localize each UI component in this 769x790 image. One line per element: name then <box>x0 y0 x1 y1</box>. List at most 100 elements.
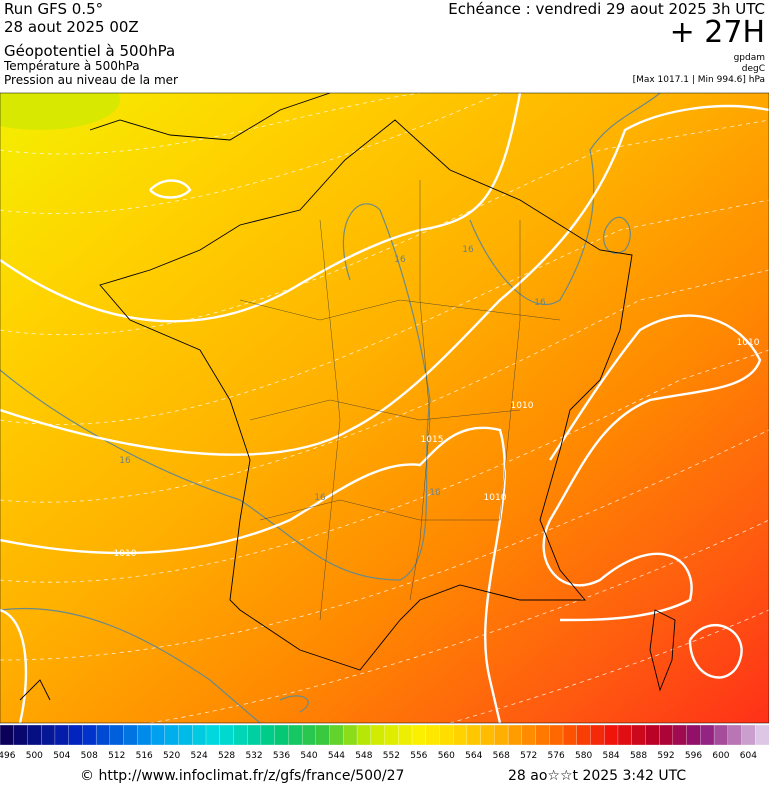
scale-label: 548 <box>355 751 372 761</box>
color-cell <box>727 724 742 746</box>
scale-label: 508 <box>81 751 98 761</box>
color-cell <box>741 724 756 746</box>
color-cell <box>425 724 440 746</box>
run: Run GFS 0.5° <box>4 0 103 18</box>
color-cell <box>617 724 633 746</box>
color-cell <box>288 724 303 746</box>
generated-time: 28 ao☆☆t 2025 3:42 UTC <box>508 768 686 784</box>
coastlines <box>19 93 676 701</box>
color-cell <box>686 724 701 746</box>
color-cell <box>398 724 413 746</box>
isotherms <box>0 93 769 723</box>
color-cell <box>700 724 715 746</box>
color-scale: 496 500 504 508 512 516 520 524 528 532 536 540 544 5… <box>0 724 769 761</box>
scale-label: 556 <box>410 751 427 761</box>
color-cell <box>123 724 138 746</box>
color-cell <box>260 724 276 746</box>
pressure-range: [Max 1017.1 | Min 994.6] hPa <box>633 75 765 85</box>
header: Run GFS 0.5° 28 aout 2025 00Z Géopotenti… <box>3 0 765 87</box>
color-cell <box>604 724 619 746</box>
color-cell <box>549 724 564 746</box>
color-cell <box>205 724 221 746</box>
color-cell <box>494 724 509 746</box>
color-cell <box>233 724 248 746</box>
color-cell <box>150 724 166 746</box>
color-cell <box>713 724 729 746</box>
color-cell <box>192 724 207 746</box>
color-cell <box>164 724 179 746</box>
color-cell <box>301 724 317 746</box>
color-cell <box>439 724 454 746</box>
color-cell <box>384 724 399 746</box>
temperature-contours <box>0 93 661 723</box>
color-cell <box>95 724 111 746</box>
color-cell <box>0 724 15 746</box>
contour-label: 16 <box>119 456 131 466</box>
contour-labels: 16 16 16 16 16 16 1010 1010 1010 1010 1015 <box>114 245 760 559</box>
color-cell <box>521 724 537 746</box>
scale-label: 504 <box>53 751 70 761</box>
source: © http://www.infoclimat.fr/z/gfs/france/… <box>80 768 404 784</box>
unit: gpdam <box>734 53 765 63</box>
color-cell <box>453 724 468 746</box>
scale-label: 560 <box>438 751 455 761</box>
color-cell <box>178 724 193 746</box>
field: Température à 500hPa <box>3 59 140 73</box>
scale-label: 500 <box>26 751 43 761</box>
scale-label: 584 <box>602 751 619 761</box>
color-cell <box>535 724 550 746</box>
field: Pression au niveau de la mer <box>4 73 178 87</box>
color-cell <box>343 724 358 746</box>
color-cell <box>27 724 42 746</box>
scale-label: 580 <box>575 751 592 761</box>
contour-label: 1015 <box>421 435 444 445</box>
color-cell <box>356 724 372 746</box>
contour-label: 16 <box>429 488 441 498</box>
scale-label: 528 <box>218 751 235 761</box>
shading-patch <box>0 93 120 130</box>
map-frame <box>0 92 769 724</box>
color-cell <box>315 724 331 746</box>
scale-label: 524 <box>191 751 208 761</box>
scale-label: 564 <box>465 751 482 761</box>
color-cell <box>590 724 605 746</box>
valid-time: Echéance : vendredi 29 aout 2025 3h UTC <box>448 0 765 18</box>
scale-label: 536 <box>273 751 290 761</box>
color-cell <box>41 724 56 746</box>
scale-label: 600 <box>712 751 729 761</box>
contour-label: 16 <box>314 493 326 503</box>
contour-label: 16 <box>394 255 406 265</box>
color-cell <box>562 724 578 746</box>
contour-label: 1010 <box>511 401 534 411</box>
color-cell <box>507 724 523 746</box>
scale-label: 544 <box>328 751 345 761</box>
scale-label: 604 <box>740 751 757 761</box>
scale-label: 552 <box>383 751 400 761</box>
color-cell <box>480 724 495 746</box>
lead-time: + 27H <box>670 15 765 50</box>
color-cell <box>68 724 83 746</box>
color-cell <box>137 724 152 746</box>
contour-label: 1010 <box>737 338 760 348</box>
color-cell <box>274 724 289 746</box>
color-cell <box>247 724 262 746</box>
contour-label: 1010 <box>114 549 137 559</box>
color-cell <box>54 724 70 746</box>
isobars <box>0 93 769 723</box>
run-date: 28 aout 2025 00Z <box>4 18 139 36</box>
scale-label: 588 <box>630 751 647 761</box>
map: 16 16 16 16 16 16 1010 1010 1010 1010 1015 <box>0 93 769 723</box>
color-cell <box>631 724 646 746</box>
scale-label: 568 <box>493 751 510 761</box>
color-cell <box>219 724 234 746</box>
contour-label: 1010 <box>484 493 507 503</box>
color-cell <box>658 724 674 746</box>
scale-label: 596 <box>685 751 702 761</box>
color-cell <box>411 724 427 746</box>
scale-label: 592 <box>657 751 674 761</box>
field: Géopotentiel à 500hPa <box>4 42 175 60</box>
contour-label: 16 <box>462 245 474 255</box>
scale-label: 496 <box>0 751 16 761</box>
